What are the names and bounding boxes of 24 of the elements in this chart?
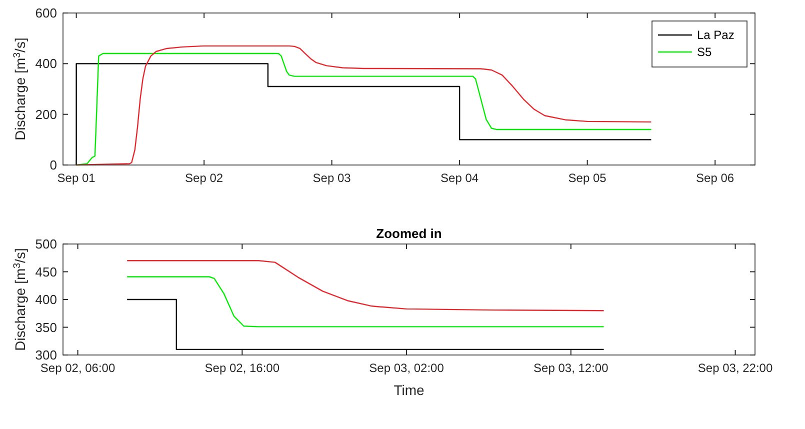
y-tick-label: 400 xyxy=(35,292,57,307)
x-tick-label: Sep 02 xyxy=(185,171,224,185)
y-tick-label: 300 xyxy=(35,348,57,362)
y-tick-label: 600 xyxy=(35,6,57,20)
x-tick-label: Sep 03 xyxy=(312,171,352,185)
x-tick-label: Sep 06 xyxy=(696,171,734,185)
x-tick-label: Sep 02, 16:00 xyxy=(204,361,280,375)
x-axis-title: Time xyxy=(394,382,425,398)
legend-label: S5 xyxy=(697,45,712,59)
x-tick-label: Sep 03, 02:00 xyxy=(369,361,444,375)
y-tick-label: 450 xyxy=(35,264,57,280)
y-tick-label: 350 xyxy=(35,320,57,335)
x-tick-label: Sep 05 xyxy=(568,171,607,185)
y-tick-label: 400 xyxy=(35,56,57,72)
y-tick-label: 200 xyxy=(35,106,57,122)
x-tick-label: Sep 01 xyxy=(57,171,96,185)
y-tick-label: 0 xyxy=(50,158,57,172)
x-tick-label: Sep 03, 12:00 xyxy=(534,361,609,375)
y-tick-label: 500 xyxy=(35,236,57,252)
legend-label: La Paz xyxy=(697,28,734,42)
x-tick-label: Sep 04 xyxy=(440,171,479,185)
chart-title: Zoomed in xyxy=(376,226,442,241)
x-tick-label: Sep 02, 06:00 xyxy=(40,361,116,375)
x-tick-label: Sep 03, 22:00 xyxy=(698,361,773,375)
